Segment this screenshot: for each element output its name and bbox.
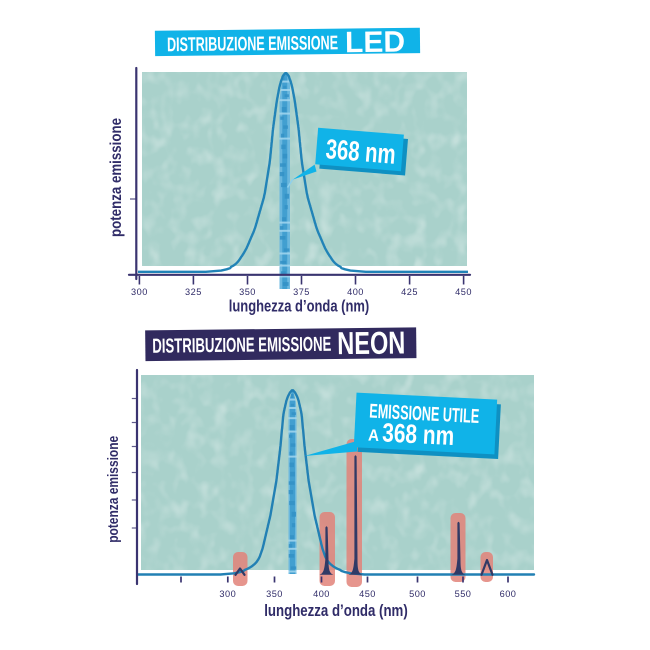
- svg-text:368 nm: 368 nm: [325, 133, 397, 170]
- svg-text:DISTRIBUZIONE EMISSIONE: DISTRIBUZIONE EMISSIONE: [167, 32, 338, 56]
- svg-text:potenza emissione: potenza emissione: [105, 436, 122, 543]
- svg-text:A: A: [368, 427, 380, 446]
- svg-text:NEON: NEON: [337, 324, 405, 361]
- svg-text:368 nm: 368 nm: [382, 417, 455, 451]
- svg-text:lunghezza d’onda (nm): lunghezza d’onda (nm): [229, 296, 370, 315]
- svg-text:lunghezza d’onda (nm): lunghezza d’onda (nm): [264, 601, 408, 620]
- svg-text:DISTRIBUZIONE EMISSIONE: DISTRIBUZIONE EMISSIONE: [152, 334, 331, 358]
- svg-text:LED: LED: [345, 26, 405, 60]
- svg-text:potenza emissione: potenza emissione: [108, 118, 125, 237]
